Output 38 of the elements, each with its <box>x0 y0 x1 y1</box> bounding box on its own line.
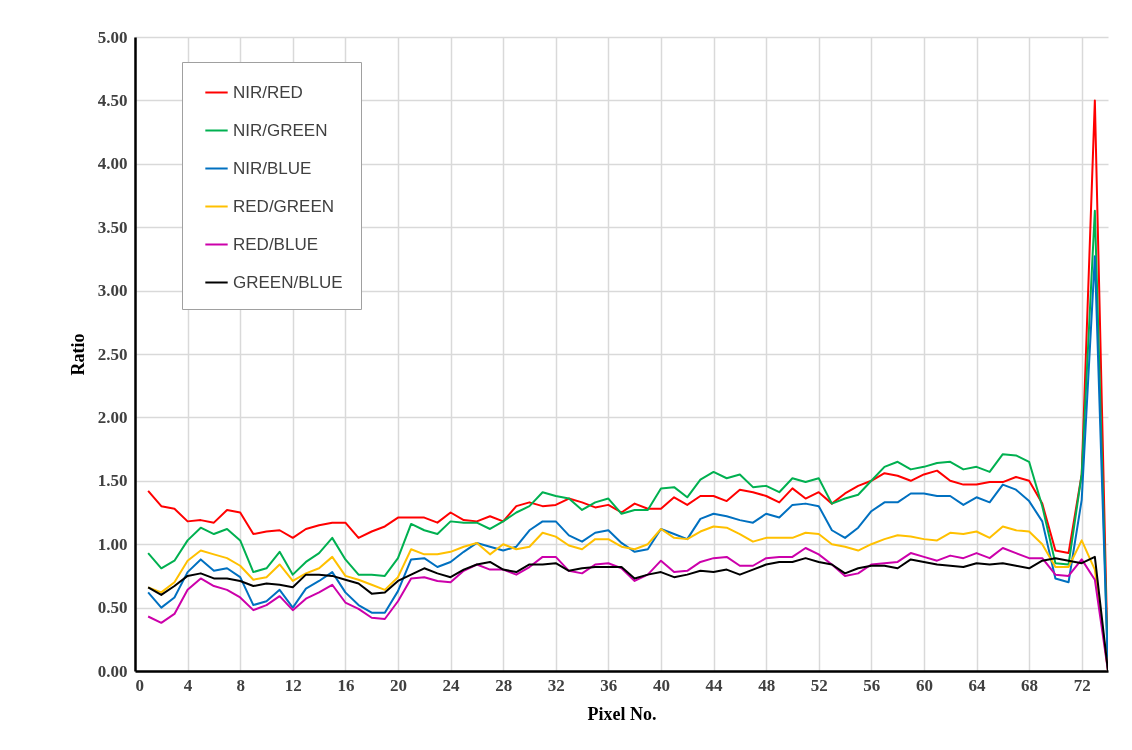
legend-label: NIR/BLUE <box>233 158 312 178</box>
y-tick-label: 1.00 <box>97 534 128 554</box>
y-tick-label: 0.00 <box>97 661 128 681</box>
y-tick-label: 3.00 <box>97 281 128 301</box>
x-tick-label: 60 <box>915 675 933 695</box>
y-tick-label: 2.00 <box>97 407 128 427</box>
x-tick-label: 32 <box>547 675 565 695</box>
x-tick-label: 44 <box>705 675 724 695</box>
legend-label: GREEN/BLUE <box>233 272 343 292</box>
y-tick-label: 3.50 <box>97 217 128 237</box>
x-tick-label: 72 <box>1073 675 1091 695</box>
x-tick-label: 0 <box>135 675 144 695</box>
x-tick-label: 4 <box>183 675 193 695</box>
legend-label: NIR/RED <box>233 82 303 102</box>
y-tick-label: 4.50 <box>97 90 128 110</box>
x-tick-label: 36 <box>600 675 618 695</box>
y-axis-title: Ratio <box>67 333 88 376</box>
legend-label: RED/BLUE <box>233 234 319 254</box>
legend-label: RED/GREEN <box>233 196 335 216</box>
x-axis-title: Pixel No. <box>587 703 657 724</box>
x-tick-label: 12 <box>284 675 302 695</box>
x-tick-label: 24 <box>442 675 461 695</box>
x-tick-label: 68 <box>1021 675 1039 695</box>
y-tick-label: 0.50 <box>97 598 128 618</box>
y-tick-label: 1.50 <box>97 471 128 491</box>
x-tick-label: 40 <box>652 675 670 695</box>
legend-label: NIR/GREEN <box>233 120 328 140</box>
x-tick-label: 28 <box>495 675 513 695</box>
x-tick-label: 20 <box>389 675 407 695</box>
y-tick-label: 2.50 <box>97 344 128 364</box>
x-tick-label: 16 <box>337 675 355 695</box>
y-tick-label: 5.00 <box>97 27 128 47</box>
x-tick-label: 8 <box>236 675 245 695</box>
x-tick-label: 48 <box>758 675 776 695</box>
x-tick-label: 64 <box>968 675 987 695</box>
x-tick-label: 56 <box>863 675 881 695</box>
x-tick-label: 52 <box>810 675 828 695</box>
y-tick-label: 4.00 <box>97 154 128 174</box>
